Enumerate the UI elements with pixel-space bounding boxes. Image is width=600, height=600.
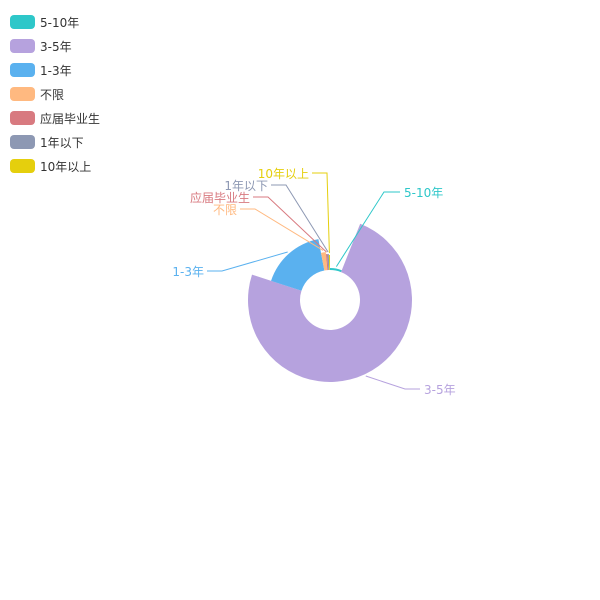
legend-item-3-5[interactable]: 3-5年 <box>10 37 100 55</box>
legend-item-1-3[interactable]: 1-3年 <box>10 61 100 79</box>
slice-label: 1年以下 <box>224 179 268 193</box>
legend-swatch <box>10 111 35 125</box>
slice-label: 1-3年 <box>172 265 204 279</box>
legend-label: 3-5年 <box>40 39 72 54</box>
pie-slice[interactable] <box>325 254 329 271</box>
legend-item-5-10[interactable]: 5-10年 <box>10 13 100 31</box>
legend-swatch <box>10 63 35 77</box>
pie-slices <box>248 223 412 382</box>
slice-label: 3-5年 <box>424 383 456 397</box>
legend-swatch <box>10 39 35 53</box>
legend-label: 不限 <box>40 87 65 102</box>
legend-label: 应届毕业生 <box>40 111 101 126</box>
legend-swatch <box>10 159 35 173</box>
legend-swatch <box>10 15 35 29</box>
pie-slice[interactable] <box>271 239 325 291</box>
leader-line <box>240 208 324 251</box>
leader-line <box>253 196 327 253</box>
leader-line <box>271 184 329 253</box>
pie-slice[interactable] <box>327 254 330 271</box>
slice-label: 5-10年 <box>404 186 443 200</box>
legend-item-over-10[interactable]: 10年以上 <box>10 157 100 175</box>
legend-label: 5-10年 <box>40 15 80 30</box>
legend-item-under-1[interactable]: 1年以下 <box>10 133 100 151</box>
pie-slice[interactable] <box>328 255 330 271</box>
pie-slice[interactable] <box>321 252 328 271</box>
legend: 5-10年 3-5年 1-3年 不限 应届毕业生 1年以下 10年以上 <box>10 13 100 181</box>
legend-label: 1年以下 <box>40 135 84 150</box>
pie-slice[interactable] <box>330 268 342 273</box>
legend-label: 1-3年 <box>40 63 72 78</box>
legend-label: 10年以上 <box>40 159 92 174</box>
label-leader-lines <box>207 172 420 390</box>
leader-line <box>365 375 420 390</box>
legend-swatch <box>10 87 35 101</box>
pie-slice[interactable] <box>248 223 412 382</box>
leader-line <box>312 172 330 254</box>
legend-swatch <box>10 135 35 149</box>
legend-item-unlimited[interactable]: 不限 <box>10 85 100 103</box>
legend-item-graduate[interactable]: 应届毕业生 <box>10 109 100 127</box>
slice-label: 10年以上 <box>258 167 309 181</box>
slice-label: 不限 <box>213 203 237 217</box>
leader-line <box>335 191 400 267</box>
slice-label: 应届毕业生 <box>190 190 250 205</box>
leader-line <box>207 251 288 272</box>
